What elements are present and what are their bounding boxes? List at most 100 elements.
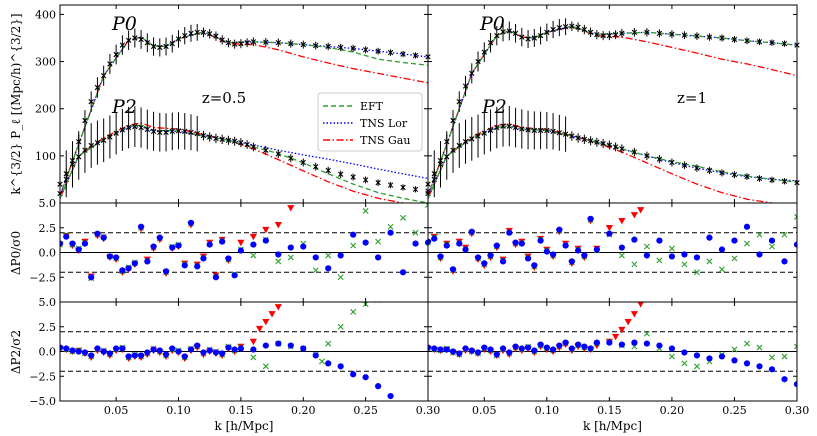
p0-data-point bbox=[263, 39, 269, 45]
tns-gau-residual-marker bbox=[618, 218, 626, 225]
tns-lor-residual-marker bbox=[531, 347, 538, 354]
p2-data-point bbox=[225, 137, 232, 143]
legend-label: TNS Gau bbox=[360, 134, 410, 147]
p2-data-point bbox=[656, 156, 663, 162]
tns-lor-residual-marker bbox=[60, 240, 64, 247]
tns-gau-residual-marker bbox=[643, 195, 650, 201]
tns-lor-residual-marker bbox=[325, 265, 332, 272]
eft-residual-marker bbox=[312, 267, 319, 274]
p2-data-point bbox=[250, 144, 257, 150]
eft-residual-marker bbox=[618, 252, 625, 259]
p0-data-point bbox=[706, 34, 713, 40]
tns-gau-residual-marker bbox=[618, 326, 626, 334]
p2-data-point bbox=[76, 154, 82, 160]
tns-lor-residual-marker bbox=[428, 344, 432, 351]
p0-data-point bbox=[219, 37, 225, 43]
tns-lor-residual-marker bbox=[399, 269, 407, 276]
p0-data-point bbox=[138, 36, 144, 43]
p0-data-point bbox=[125, 37, 132, 44]
p0-data-point bbox=[506, 28, 512, 34]
tns-lor-residual-marker bbox=[793, 381, 797, 388]
y-axis-label-residual-p0: ΔP0/σ0 bbox=[9, 231, 23, 275]
tns-lor-residual-marker bbox=[462, 246, 469, 253]
tns-lor-residual-marker bbox=[137, 352, 145, 359]
tns-lor-residual-marker bbox=[350, 371, 357, 378]
p2-data-point bbox=[387, 182, 394, 188]
p0-data-point bbox=[681, 32, 688, 38]
tns-lor-residual-marker bbox=[94, 230, 101, 237]
data-layer bbox=[57, 18, 800, 400]
eft-residual-marker bbox=[681, 360, 688, 367]
eft-residual-marker bbox=[318, 358, 325, 365]
p0-data-point bbox=[250, 39, 257, 45]
y-tick-label: 0.0 bbox=[39, 346, 57, 359]
p2-data-point bbox=[300, 159, 306, 166]
p0-data-point bbox=[556, 24, 563, 31]
tns-lor-residual-marker bbox=[250, 346, 257, 353]
tns-lor-residual-marker bbox=[781, 376, 788, 383]
legend-label: TNS Lor bbox=[360, 117, 408, 130]
p2-data-point bbox=[612, 144, 619, 150]
x-tick-label: 0.15 bbox=[597, 404, 622, 417]
tns-lor-residual-marker bbox=[300, 243, 307, 250]
p2-data-point bbox=[207, 134, 213, 140]
tns-lor-residual-marker bbox=[512, 239, 519, 246]
y-tick-label: 200 bbox=[35, 103, 56, 116]
p0-data-point bbox=[656, 30, 663, 36]
p0-data-point bbox=[537, 32, 544, 39]
p0-data-point bbox=[525, 36, 531, 42]
redshift-label: z=0.5 bbox=[202, 89, 246, 107]
y-tick-label: −2.5 bbox=[29, 271, 56, 284]
p2-data-point bbox=[94, 139, 101, 146]
tns-lor-residual-marker bbox=[181, 262, 188, 269]
tns-lor-residual-marker bbox=[756, 363, 763, 370]
p0-data-point bbox=[213, 33, 219, 39]
tns-lor-residual-marker bbox=[562, 339, 569, 346]
p0-data-point bbox=[594, 32, 600, 38]
p0-data-point bbox=[157, 44, 163, 51]
tns-lor-residual-marker bbox=[237, 247, 244, 254]
x-tick-label: 0.30 bbox=[785, 404, 810, 417]
tns-lor-residual-marker bbox=[518, 345, 525, 352]
p2-data-point bbox=[531, 127, 538, 134]
eft-residual-marker bbox=[350, 242, 357, 249]
tns-lor-residual-marker bbox=[587, 215, 594, 222]
p2-data-point bbox=[350, 174, 356, 180]
p2-eft-line bbox=[428, 125, 797, 199]
p0-data-point bbox=[200, 29, 207, 36]
tns-lor-residual-marker bbox=[75, 246, 82, 253]
p0-data-point bbox=[450, 117, 456, 124]
tns-lor-residual-marker bbox=[499, 258, 507, 265]
p0-data-point bbox=[275, 40, 281, 46]
p0-data-point bbox=[412, 52, 419, 59]
eft-residual-marker bbox=[643, 243, 650, 250]
tns-lor-residual-marker bbox=[468, 347, 475, 354]
p0-data-point bbox=[475, 58, 481, 65]
p2-data-point bbox=[288, 155, 294, 161]
multipole-label-p0: P0 bbox=[479, 13, 505, 35]
p2-data-point bbox=[113, 130, 119, 136]
tns-lor-residual-marker bbox=[187, 219, 195, 226]
p0-data-point bbox=[207, 31, 213, 37]
x-tick-label: 0.10 bbox=[166, 404, 191, 417]
p2-data-point bbox=[525, 127, 531, 133]
tns-lor-residual-marker bbox=[94, 345, 101, 352]
tns-lor-residual-marker bbox=[375, 383, 382, 390]
p2-data-point bbox=[669, 159, 675, 166]
p2-data-point bbox=[244, 141, 250, 148]
p2-data-point bbox=[188, 129, 194, 135]
tns-lor-residual-marker bbox=[643, 252, 650, 259]
tns-lor-residual-marker bbox=[768, 366, 776, 373]
tns-lor-residual-marker bbox=[743, 360, 751, 367]
p0-data-point bbox=[494, 32, 500, 39]
p0-data-point bbox=[337, 44, 344, 51]
tns-lor-residual-marker bbox=[431, 345, 438, 352]
tns-lor-residual-marker bbox=[462, 345, 469, 352]
p0-data-point bbox=[244, 40, 250, 46]
tns-lor-residual-marker bbox=[474, 349, 482, 356]
p0-data-point bbox=[400, 51, 406, 57]
p0-data-point bbox=[562, 23, 569, 30]
tns-lor-residual-marker bbox=[75, 348, 82, 355]
tns-lor-residual-marker bbox=[131, 260, 138, 267]
tns-lor-residual-marker bbox=[731, 237, 738, 244]
